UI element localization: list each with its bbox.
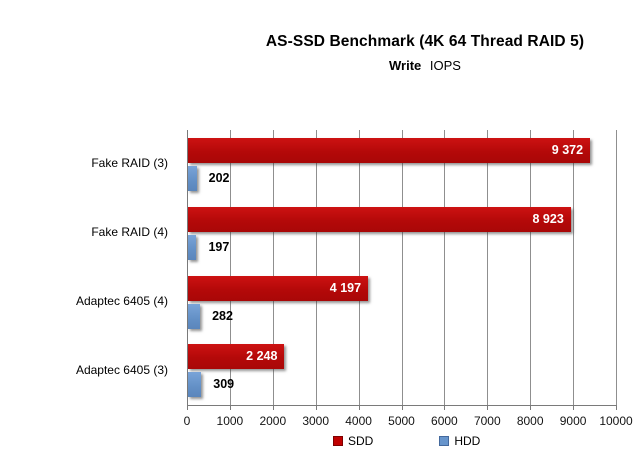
plot-gridline [315, 130, 317, 405]
x-tick-label: 4000 [345, 414, 372, 428]
x-axis-tick [487, 406, 489, 410]
x-tick-label: 3000 [302, 414, 330, 428]
chart-subtitle-bold: Write [389, 58, 422, 73]
x-tick-label: 10000 [599, 414, 633, 428]
bar-value-label: 2 248 [246, 349, 278, 364]
plot-gridline [229, 130, 231, 405]
plot-gridline [573, 130, 575, 405]
bar-hdd [188, 372, 202, 398]
bar-ssd: 4 197 [188, 275, 369, 301]
x-axis-tick [272, 406, 274, 410]
category-label: Fake RAID (3) [91, 156, 168, 171]
legend-marker-ssd-icon [333, 436, 343, 446]
x-tick-label: 5000 [388, 414, 415, 428]
plot-gridline [487, 130, 489, 405]
bar-value-label: 4 197 [329, 280, 362, 295]
x-axis-tick [229, 406, 231, 410]
legend-label-hdd: HDD [454, 434, 481, 448]
plot-gridline [272, 130, 274, 405]
category-axis: Fake RAID (3) Fake RAID (4) Adaptec 6405 (… [0, 130, 178, 405]
bar-value-label: 282 [212, 308, 233, 323]
x-tick-label: 6000 [431, 414, 458, 428]
legend-label-ssd: SDD [348, 434, 374, 448]
x-axis-tick [573, 406, 575, 410]
plot-gridline [530, 130, 532, 405]
x-axis-tick [358, 406, 360, 410]
x-tick-label: 0 [183, 414, 191, 428]
bar-hdd [188, 303, 201, 329]
x-axis-tick [530, 406, 532, 410]
x-axis-tick [401, 406, 403, 410]
legend-marker-hdd-icon [439, 436, 450, 446]
chart-subtitle: Write IOPS [200, 58, 640, 73]
category-label: Adaptec 6405 (4) [75, 293, 168, 308]
x-axis-tick [616, 406, 617, 410]
x-tick-label: 2000 [259, 414, 287, 428]
category-label: Adaptec 6405 (3) [75, 362, 168, 377]
bar-value-label: 309 [213, 377, 235, 392]
plot-gridline [401, 130, 403, 405]
category-label: Fake RAID (4) [91, 225, 168, 240]
x-axis-line [187, 405, 617, 406]
x-axis-tick [444, 406, 446, 410]
chart-subtitle-rest: IOPS [429, 58, 461, 73]
bar-hdd [188, 166, 197, 191]
chart-title: AS-SSD Benchmark (4K 64 Thread RAID 5) [265, 33, 585, 50]
legend-item-ssd: SDD [333, 434, 373, 448]
plot-area: 0 1000 2000 3000 4000 5000 6000 7000 8000 9000 100… [184, 130, 633, 428]
bar-value-label: 202 [208, 171, 230, 185]
x-tick-label: 8000 [516, 414, 544, 428]
x-tick-label: 9000 [559, 414, 587, 428]
bar-value-label: 197 [208, 239, 230, 254]
plot-gridline [358, 130, 360, 405]
x-tick-label: 1000 [216, 414, 244, 428]
bar-ssd: 9 372 [188, 138, 591, 163]
bar-ssd: 2 248 [188, 344, 285, 370]
x-axis-tick [315, 406, 317, 410]
x-tick-label: 7000 [473, 414, 501, 428]
y-axis-line [187, 130, 188, 406]
legend-item-hdd: HDD [439, 434, 480, 448]
x-axis-tick [187, 406, 188, 410]
plot-gridline [444, 130, 446, 405]
bar-ssd: 8 923 [188, 206, 571, 232]
legend: SDD HDD [333, 434, 480, 448]
bar-hdd [188, 234, 197, 260]
bar-value-label: 9 372 [551, 143, 584, 157]
bar-value-label: 8 923 [532, 211, 564, 226]
plot-gridline [616, 130, 617, 405]
